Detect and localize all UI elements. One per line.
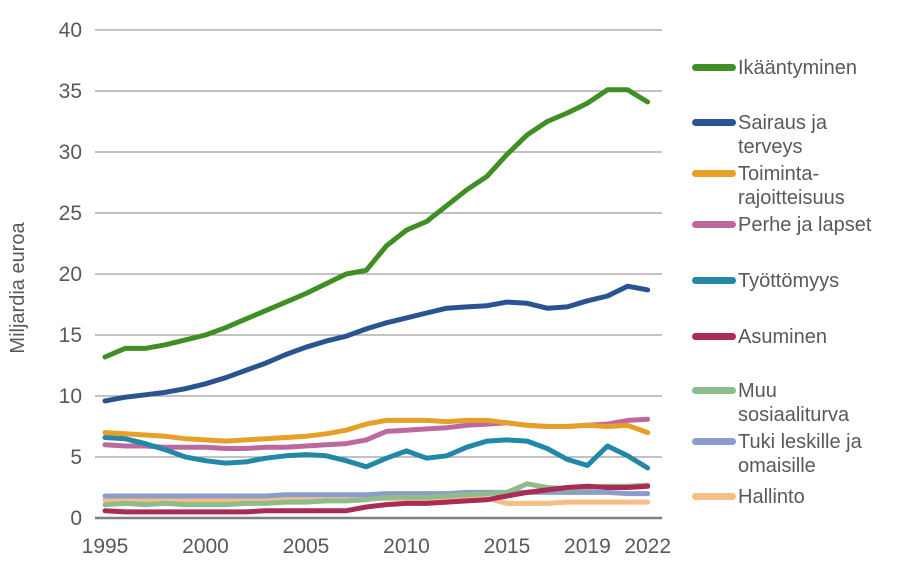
legend-label: Sairaus ja terveys xyxy=(738,112,827,158)
legend-item-toimintarajoitteisuus: Toiminta- rajoitteisuus xyxy=(692,162,845,210)
y-tick-label: 25 xyxy=(59,202,82,225)
legend-swatch-icon xyxy=(692,387,736,394)
y-tick-label: 35 xyxy=(59,80,82,103)
series-line-1 xyxy=(102,87,651,360)
legend-label: Perhe ja lapset xyxy=(738,214,872,236)
legend-item-tyottomyys: Työttömyys xyxy=(692,269,839,293)
legend-label: Tuki leskille ja omaisille xyxy=(738,431,862,477)
legend-item-muu-sosiaaliturva: Muu sosiaaliturva xyxy=(692,379,849,427)
legend: Ikääntyminen Sairaus ja terveys Toiminta… xyxy=(692,0,918,575)
x-tick-label: 2000 xyxy=(182,535,229,558)
y-tick-label: 10 xyxy=(59,385,82,408)
y-tick-label: 20 xyxy=(59,263,82,286)
legend-label: Hallinto xyxy=(738,486,805,508)
legend-label: Ikääntyminen xyxy=(738,57,857,79)
legend-item-hallinto: Hallinto xyxy=(692,485,805,509)
y-tick-label: 0 xyxy=(70,507,82,530)
x-tick-label: 2010 xyxy=(383,535,430,558)
legend-swatch-icon xyxy=(692,333,736,340)
x-tick-label: 2005 xyxy=(283,535,330,558)
y-tick-label: 30 xyxy=(59,141,82,164)
series-line-6 xyxy=(102,483,651,515)
legend-swatch-icon xyxy=(692,170,736,177)
legend-swatch-icon xyxy=(692,64,736,71)
y-axis-title: Miljardia euroa xyxy=(7,222,29,354)
series-line-2 xyxy=(102,283,651,404)
legend-label: Toiminta- rajoitteisuus xyxy=(738,163,845,209)
x-tick-label: 2022 xyxy=(624,535,671,558)
line-chart-plot-area: 0 5 10 15 20 25 30 35 40 1995 2000 2005 2010 2015 2019… xyxy=(7,19,671,558)
legend-item-asuminen: Asuminen xyxy=(692,325,827,349)
legend-item-sairaus-ja-terveys: Sairaus ja terveys xyxy=(692,111,827,159)
x-tick-label: 2019 xyxy=(564,535,611,558)
legend-label: Työttömyys xyxy=(738,270,840,292)
legend-swatch-icon xyxy=(692,221,736,228)
series-line-8 xyxy=(102,489,651,499)
series-line-5 xyxy=(102,435,651,471)
x-tick-label: 1995 xyxy=(82,535,129,558)
y-tick-label: 15 xyxy=(59,324,82,347)
legend-item-tuki-leskille-ja-omaisille: Tuki leskille ja omaisille xyxy=(692,430,862,478)
legend-swatch-icon xyxy=(692,493,736,500)
legend-swatch-icon xyxy=(692,438,736,445)
legend-label: Muu sosiaaliturva xyxy=(738,380,850,426)
legend-swatch-icon xyxy=(692,277,736,284)
series-line-3 xyxy=(102,417,651,444)
legend-label: Asuminen xyxy=(738,326,827,348)
legend-item-perhe-ja-lapset: Perhe ja lapset xyxy=(692,213,871,237)
legend-swatch-icon xyxy=(692,119,736,126)
x-tick-label: 2015 xyxy=(484,535,531,558)
y-tick-label: 5 xyxy=(70,446,82,469)
legend-item-ikaantyminen: Ikääntyminen xyxy=(692,56,857,80)
y-tick-label: 40 xyxy=(59,19,82,42)
